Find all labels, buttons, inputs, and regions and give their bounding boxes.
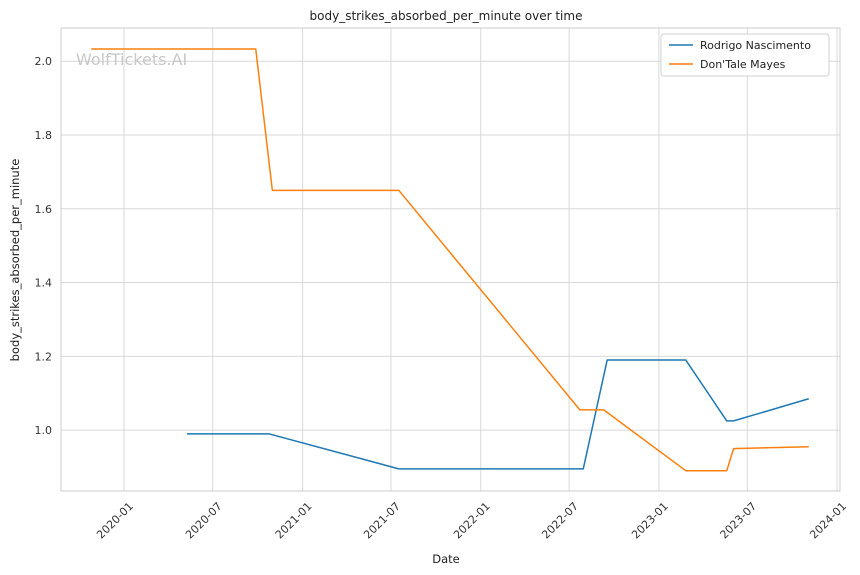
x-tick-label: 2024-01 [807, 500, 849, 542]
y-tick-label: 2.0 [35, 55, 53, 68]
legend-label-rodrigo-nascimento: Rodrigo Nascimento [700, 39, 811, 52]
y-tick-label: 1.6 [35, 203, 53, 216]
watermark-text: WolfTickets.AI [76, 50, 187, 69]
series-lines [91, 48, 809, 472]
x-tick-label: 2023-07 [718, 500, 760, 542]
series-line-don-tale-mayes [91, 48, 809, 472]
x-tick-label: 2023-01 [629, 500, 671, 542]
x-tick-label: 2021-01 [273, 500, 315, 542]
y-axis-ticks: 1.0 1.2 1.4 1.6 1.8 2.0 [35, 55, 53, 437]
legend-box [660, 33, 830, 77]
x-tick-label: 2022-01 [451, 500, 493, 542]
x-tick-label: 2020-07 [183, 500, 225, 542]
y-axis-title: body_strikes_absorbed_per_minute [8, 159, 22, 362]
chart-title: body_strikes_absorbed_per_minute over ti… [310, 9, 583, 23]
legend: Rodrigo Nascimento Don'Tale Mayes [660, 33, 830, 77]
x-tick-label: 2020-01 [94, 500, 136, 542]
x-tick-label: 2022-07 [539, 500, 581, 542]
legend-label-dontale-mayes: Don'Tale Mayes [700, 58, 786, 71]
x-axis-title: Date [432, 552, 460, 566]
y-tick-label: 1.4 [35, 277, 53, 290]
x-axis-ticks: 2020-01 2020-07 2021-01 2021-07 2022-01 2022-… [94, 500, 849, 542]
plot-area-frame [60, 27, 841, 492]
y-tick-label: 1.8 [35, 129, 53, 142]
y-tick-label: 1.2 [35, 350, 53, 363]
x-tick-label: 2021-07 [361, 500, 403, 542]
grid [61, 28, 840, 491]
y-tick-label: 1.0 [35, 424, 53, 437]
series-line-rodrigo-nascimento [186, 359, 809, 470]
